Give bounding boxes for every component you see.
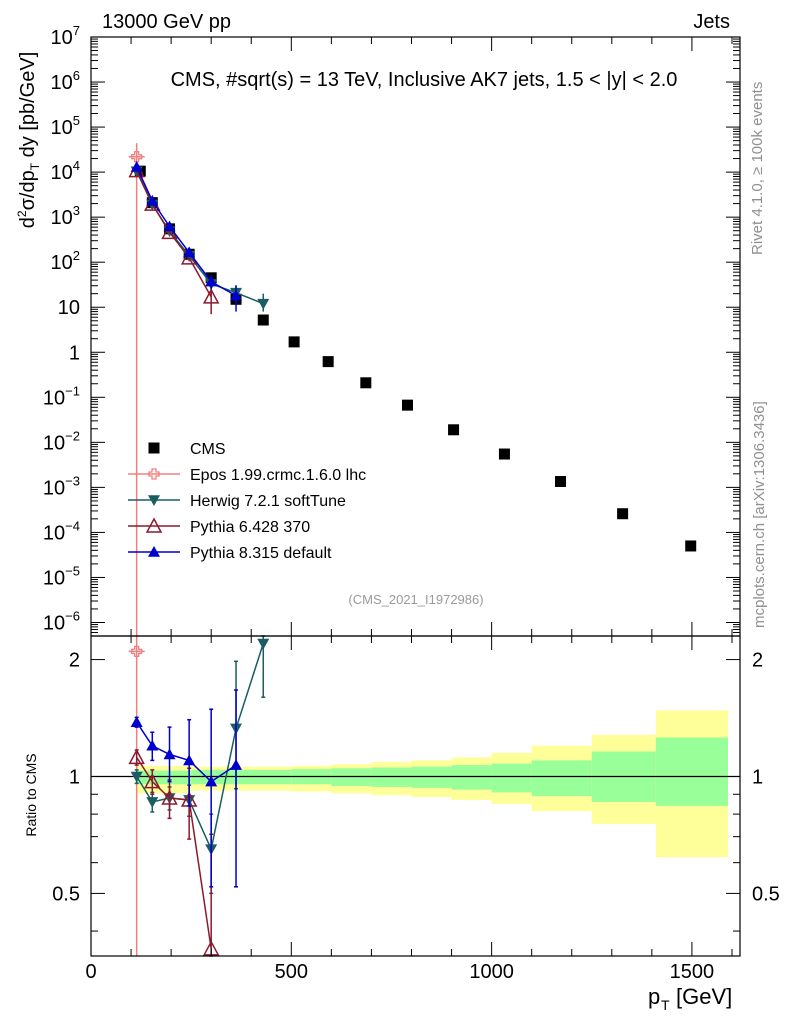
pythia-8-315-default-ratio-point-0 <box>130 716 143 727</box>
herwig-7-2-1-softtune-ratio-point-1 <box>146 797 159 808</box>
epos-main-point <box>131 151 143 163</box>
legend-marker-pythia-8-315-default <box>148 546 160 557</box>
ratio-band-green-8 <box>531 760 592 797</box>
legend-label-pythia-8-315-default: Pythia 8.315 default <box>190 545 332 562</box>
pythia-8-315-default-main-point-0 <box>130 160 143 172</box>
x-axis-label-main: p <box>648 984 660 1009</box>
y-tick-label--6: 10−6 <box>43 608 80 634</box>
y-tick-label-1: 10 <box>58 297 80 319</box>
herwig-7-2-1-softtune-ratio-point-6 <box>257 638 270 650</box>
rivet-label: Rivet 4.1.0, ≥ 100k events <box>749 82 766 255</box>
cms-point-13 <box>555 476 567 488</box>
pythia-8-315-default-ratio-point-4 <box>205 775 218 787</box>
series-layer <box>128 143 697 957</box>
y-tick-label--1: 10−1 <box>43 383 80 409</box>
epos-ratio-point <box>131 645 143 657</box>
series-pythia-8-315-default <box>130 160 243 888</box>
legend-marker-epos-1-99-crmc-1-6-0-lhc <box>148 468 160 480</box>
ratio-tick-label-right-2: 2 <box>752 650 763 672</box>
herwig-7-2-1-softtune-main-line <box>135 171 264 305</box>
pythia-8-315-default-ratio-point-5 <box>230 759 243 770</box>
y-tick-label-5: 105 <box>51 113 80 139</box>
main-panel-frame <box>90 36 741 637</box>
y-tick-label--5: 10−5 <box>43 563 80 589</box>
axes: 0 500 1000 150010710610510410310210110−110−… <box>43 23 780 983</box>
pythia-6-428-370-ratio-point-0 <box>128 748 145 765</box>
cms-point-10 <box>401 399 413 411</box>
ratio-band-green-5 <box>411 766 452 788</box>
x-tick-label-1500: 1500 <box>670 961 715 983</box>
x-axis-label-unit: [GeV] <box>676 984 732 1009</box>
herwig-7-2-1-softtune-main-point-6 <box>257 298 270 310</box>
y-axis-label: d2σ/dpT dy [pb/GeV] <box>15 52 42 228</box>
pythia-8-315-default-ratio-point-2 <box>163 748 176 760</box>
legend-marker-cms <box>148 442 160 454</box>
legend-label-cms: CMS <box>190 441 226 458</box>
legend: CMS Epos 1.99.crmc.1.6.0 lhc Herwig 7.2.1 … <box>128 441 366 562</box>
cms-point-6 <box>257 314 269 326</box>
ratio-tick-label-1: 1 <box>69 766 80 788</box>
y-tick-label-3: 103 <box>51 203 80 229</box>
pythia-8-315-default-main-line <box>135 166 237 297</box>
pythia-8-315-default-main-point-5 <box>230 289 243 301</box>
y-tick-label--3: 10−3 <box>43 473 80 499</box>
ratio-tick-label-2: 2 <box>69 650 80 672</box>
legend-label-epos-1-99-crmc-1-6-0-lhc: Epos 1.99.crmc.1.6.0 lhc <box>190 467 366 484</box>
cms-point-14 <box>617 508 629 520</box>
pythia-6-428-370-main-point-4 <box>202 288 220 304</box>
y-tick-label-0: 1 <box>69 342 80 364</box>
x-tick-label-0: 0 <box>85 961 96 983</box>
x-axis-label: p T [GeV] <box>648 984 732 1013</box>
cms-point-11 <box>448 424 460 436</box>
ratio-band-green-6 <box>451 765 492 790</box>
legend-label-pythia-6-428-370: Pythia 6.428 370 <box>190 519 310 536</box>
ratio-tick-label-right-1: 1 <box>752 766 763 788</box>
x-tick-label-500: 500 <box>275 961 308 983</box>
ratio-y-axis-label: Ratio to CMS <box>23 753 39 836</box>
ratio-tick-label-0.5: 0.5 <box>52 883 80 905</box>
y-tick-label-7: 107 <box>51 23 80 49</box>
cms-point-15 <box>685 540 697 552</box>
y-tick-label-4: 104 <box>51 158 80 184</box>
energy-label: 13000 GeV pp <box>102 11 231 33</box>
ratio-band-green-10 <box>655 737 728 806</box>
ratio-band-green-4 <box>371 767 412 787</box>
pythia-8-315-default-main-point-3 <box>183 246 196 258</box>
pythia-6-428-370-ratio-point-1 <box>144 773 161 789</box>
x-axis-label-sub: T <box>661 997 670 1013</box>
y-tick-label-2: 102 <box>51 248 80 274</box>
ratio-band-green-0 <box>136 770 192 785</box>
pythia-8-315-default-ratio-line <box>136 721 237 783</box>
cms-point-8 <box>322 356 334 368</box>
pythia-8-315-default-ratio-point-1 <box>146 739 159 751</box>
x-tick-label-1000: 1000 <box>469 961 514 983</box>
y-tick-label--4: 10−4 <box>43 518 80 544</box>
legend-marker-herwig-7-2-1-softtune <box>148 495 160 506</box>
herwig-7-2-1-softtune-ratio-point-0 <box>130 771 143 783</box>
cms-point-9 <box>360 377 372 389</box>
pythia-8-315-default-main-point-2 <box>163 220 176 232</box>
cms-point-7 <box>288 336 300 348</box>
analysis-id: (CMS_2021_I1972986) <box>348 592 483 607</box>
series-pythia-6-428-370 <box>128 162 220 957</box>
series-epos-1-99-crmc-1-6-0-lhc <box>128 143 145 956</box>
legend-label-herwig-7-2-1-softtune: Herwig 7.2.1 softTune <box>190 493 346 510</box>
pythia-8-315-default-ratio-point-3 <box>183 754 196 766</box>
ratio-band-green-7 <box>491 763 532 793</box>
y-tick-label-6: 106 <box>51 68 80 94</box>
ratio-panel-frame <box>90 635 741 957</box>
mcplots-label: mcplots.cern.ch [arXiv:1306.3436] <box>751 401 768 628</box>
pythia-6-428-370-ratio-point-2 <box>161 789 178 805</box>
y-tick-label--2: 10−2 <box>43 428 80 454</box>
category-label: Jets <box>693 11 730 33</box>
pythia-8-315-default-main-point-4 <box>205 275 218 287</box>
ratio-tick-label-right-0.5: 0.5 <box>752 883 780 905</box>
chart-title: CMS, #sqrt(s) = 13 TeV, Inclusive AK7 je… <box>171 69 678 91</box>
pythia-8-315-default-main-point-1 <box>146 194 159 206</box>
legend-marker-pythia-6-428-370 <box>145 517 163 533</box>
ratio-band-green-3 <box>331 768 372 787</box>
cms-point-12 <box>498 448 510 460</box>
